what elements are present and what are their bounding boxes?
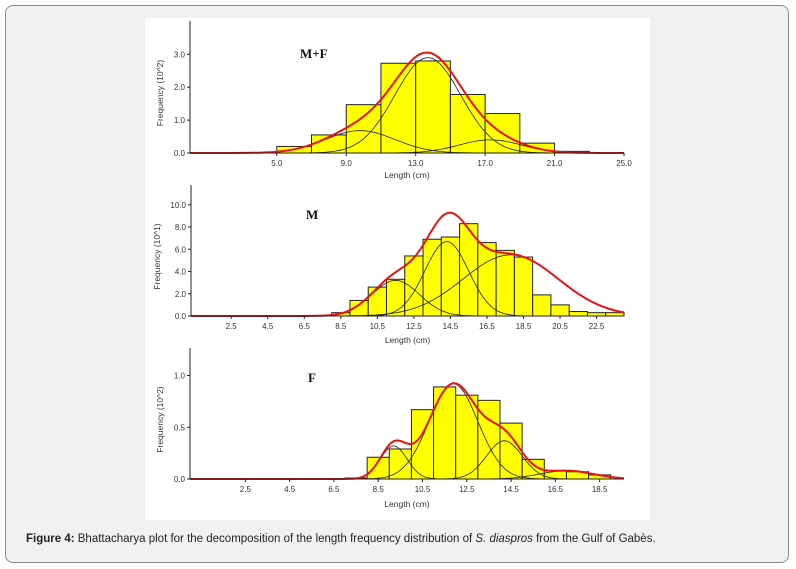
histogram-bar [367,286,387,317]
y-tick-label: 0.0 [175,312,187,321]
histogram-bar [433,386,457,480]
x-axis-label: Length (cm) [385,335,431,345]
caption-label: Figure 4: [26,533,75,545]
histogram-bar [605,312,625,317]
y-axis-label: Frequency (10^2) [155,60,165,127]
histogram-bar [455,394,479,480]
panel-title: F [308,370,316,385]
x-tick-label: 14.5 [503,485,519,494]
x-tick-label: 8.5 [373,485,385,494]
histogram-bar [568,311,588,317]
histogram-bar [449,93,486,154]
chart-panel-mf: 5.0 9.0 13.0 17.0 21.0 25.0 0.0 1.0 2.0 3.0 Length… [155,21,632,180]
x-tick-label: 17.0 [477,159,493,168]
histogram-bar [495,249,515,317]
chart-panel-f: 2.5 4.5 6.5 8.5 10.5 12.5 14.5 16.5 18.5 0.0 0.5 1.… [155,348,625,509]
panel-title: M+F [300,46,328,61]
x-tick-label: 5.0 [271,159,283,168]
caption-text: Bhattacharya plot for the decomposition … [74,533,476,545]
x-tick-label: 6.5 [328,485,340,494]
x-tick-label: 10.5 [415,485,431,494]
y-tick-label: 2.0 [174,83,186,92]
x-tick-label: 21.0 [547,159,563,168]
x-tick-label: 16.5 [479,322,495,331]
x-tick-label: 12.5 [406,322,422,331]
x-axis-label: Length (cm) [384,499,430,509]
y-tick-label: 6.0 [175,245,187,254]
x-tick-label: 22.5 [589,322,605,331]
histogram-bar [422,238,442,317]
y-tick-label: 3.0 [174,50,186,59]
y-tick-label: 8.0 [175,223,187,232]
x-tick-label: 6.5 [299,322,311,331]
x-tick-label: 4.5 [262,322,274,331]
panel-title: M [306,207,318,222]
x-tick-label: 2.5 [226,322,238,331]
x-tick-label: 20.5 [552,322,568,331]
y-tick-label: 1.0 [174,116,186,125]
x-tick-label: 13.0 [408,159,424,168]
histogram-bar [550,304,570,317]
y-axis-label: Frequency (10^1) [152,223,162,290]
x-tick-label: 18.5 [592,485,608,494]
x-tick-label: 18.5 [516,322,532,331]
histogram-bar [586,312,607,317]
y-tick-label: 1.0 [174,372,186,381]
caption-text-end: from the Gulf of Gabès. [532,533,656,545]
y-tick-label: 0.0 [174,475,186,484]
x-tick-label: 10.5 [370,322,386,331]
y-tick-label: 2.0 [175,290,187,299]
x-tick-label: 14.5 [443,322,459,331]
x-tick-label: 9.0 [341,159,353,168]
x-tick-label: 16.5 [548,485,564,494]
y-tick-label: 0.5 [174,423,186,432]
y-tick-label: 10.0 [170,201,186,210]
x-axis-label: Length (cm) [384,170,430,180]
y-tick-label: 0.0 [174,149,186,158]
figure-caption: Figure 4: Bhattacharya plot for the deco… [26,533,656,545]
x-tick-label: 8.5 [335,322,347,331]
histogram-bar [513,256,534,317]
x-tick-label: 25.0 [616,159,632,168]
histogram-bar [543,470,567,480]
histogram-bar [345,104,382,154]
x-tick-label: 4.5 [284,485,296,494]
x-tick-label: 12.5 [459,485,475,494]
y-axis-label: Frequency (10^2) [155,386,165,453]
caption-species: S. diaspros [475,533,533,545]
histogram-bar [477,242,497,317]
histogram-bar [385,278,406,317]
histogram-bar [415,60,451,154]
histogram-bar [532,294,552,317]
y-tick-label: 4.0 [175,268,187,277]
x-tick-label: 2.5 [240,485,252,494]
chart-panel-m: 2.5 4.5 6.5 8.5 10.5 12.5 14.5 16.5 18.5 20.5 22.5… [152,185,625,345]
